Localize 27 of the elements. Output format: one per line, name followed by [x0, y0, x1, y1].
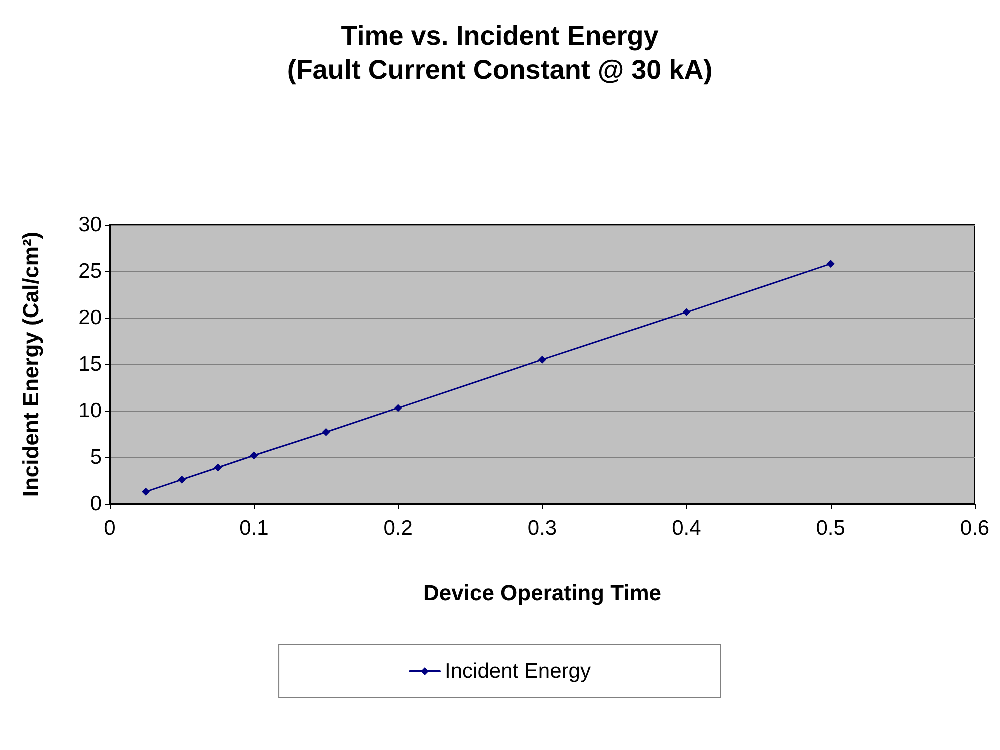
y-tick-label: 15 [78, 353, 102, 376]
y-tick-label: 25 [78, 260, 102, 283]
x-tick-label: 0.1 [240, 517, 269, 540]
y-tick-label: 30 [78, 214, 102, 236]
point [682, 308, 691, 316]
y-axis-title: Incident Energy (Cal/cm²) [18, 232, 44, 498]
point [214, 464, 222, 472]
point [250, 452, 258, 460]
x-tick-label: 0.5 [816, 517, 846, 540]
point [826, 260, 835, 268]
x-tick-label: 0.4 [672, 517, 702, 540]
x-tick-label: 0.2 [384, 517, 413, 540]
chart-title: Time vs. Incident Energy (Fault Current Constant @ 30 kA) [287, 21, 713, 85]
point [142, 488, 150, 496]
point [322, 428, 330, 436]
x-tick-label: 0.3 [528, 517, 558, 540]
y-tick-label: 10 [78, 400, 102, 422]
y-tick-label: 5 [90, 446, 102, 469]
x-tick-label: 0 [104, 517, 116, 540]
legend-label: Incident Energy [445, 660, 592, 683]
y-tick-label: 20 [78, 306, 102, 330]
x-tick-label: 0.6 [960, 517, 990, 540]
x-axis-title: Device Operating Time [423, 580, 662, 606]
point [538, 356, 546, 364]
y-tick-label: 0 [90, 492, 102, 516]
point [394, 404, 402, 412]
point [178, 476, 186, 484]
